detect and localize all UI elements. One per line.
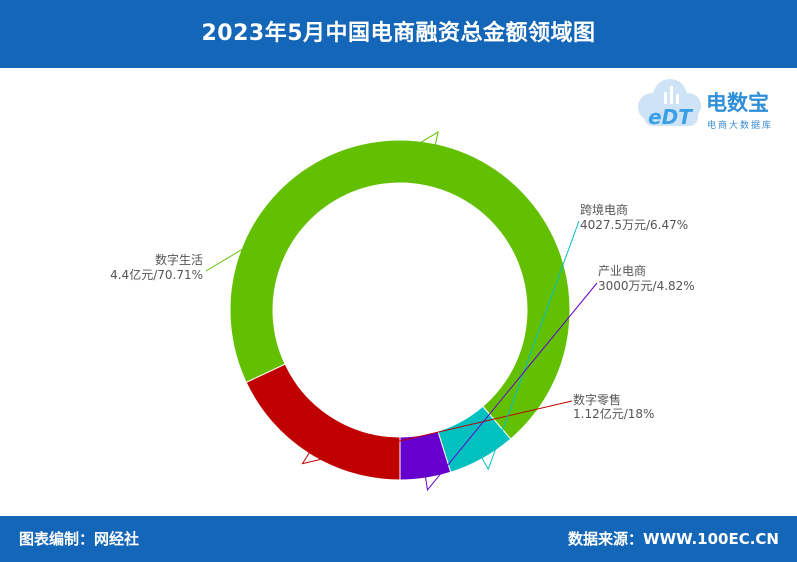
label-value-industrial: 3000万元/4.82% xyxy=(598,279,695,293)
label-name-retail: 数字零售 xyxy=(573,392,621,407)
footer-credit: 图表编制：网经社 xyxy=(19,530,140,548)
logo-main-text: 电数宝 xyxy=(706,91,769,115)
chart-title: 2023年5月中国电商融资总金额领域图 xyxy=(201,21,596,46)
leader-life xyxy=(205,131,439,272)
logo-mark: eDT xyxy=(648,105,693,129)
label-value-retail: 1.12亿元/18% xyxy=(573,406,654,421)
leader-crossborder xyxy=(479,220,580,471)
footer-band: 图表编制：网经社 数据来源：WWW.100EC.CN xyxy=(0,516,797,562)
leader-retail xyxy=(301,400,573,465)
label-value-crossborder: 4027.5万元/6.47% xyxy=(580,218,688,232)
donut-slices xyxy=(229,139,571,481)
slice-retail xyxy=(245,363,401,481)
leader-lines xyxy=(205,131,598,492)
slice-life xyxy=(229,139,571,440)
footer-source: 数据来源：WWW.100EC.CN xyxy=(568,530,779,548)
label-name-life: 数字生活 xyxy=(155,252,203,267)
label-name-industrial: 产业电商 xyxy=(598,263,646,278)
label-value-life: 4.4亿元/70.71% xyxy=(110,267,203,282)
logo-sub-text: 电商大数据库 xyxy=(707,119,773,131)
header-band: 2023年5月中国电商融资总金额领域图 xyxy=(0,0,797,68)
slice-industrial xyxy=(399,430,452,481)
leader-industrial xyxy=(424,282,598,492)
edt-logo: eDT 电数宝 电商大数据库 xyxy=(638,79,773,131)
cloud-icon xyxy=(638,79,701,126)
label-name-crossborder: 跨境电商 xyxy=(580,202,628,217)
